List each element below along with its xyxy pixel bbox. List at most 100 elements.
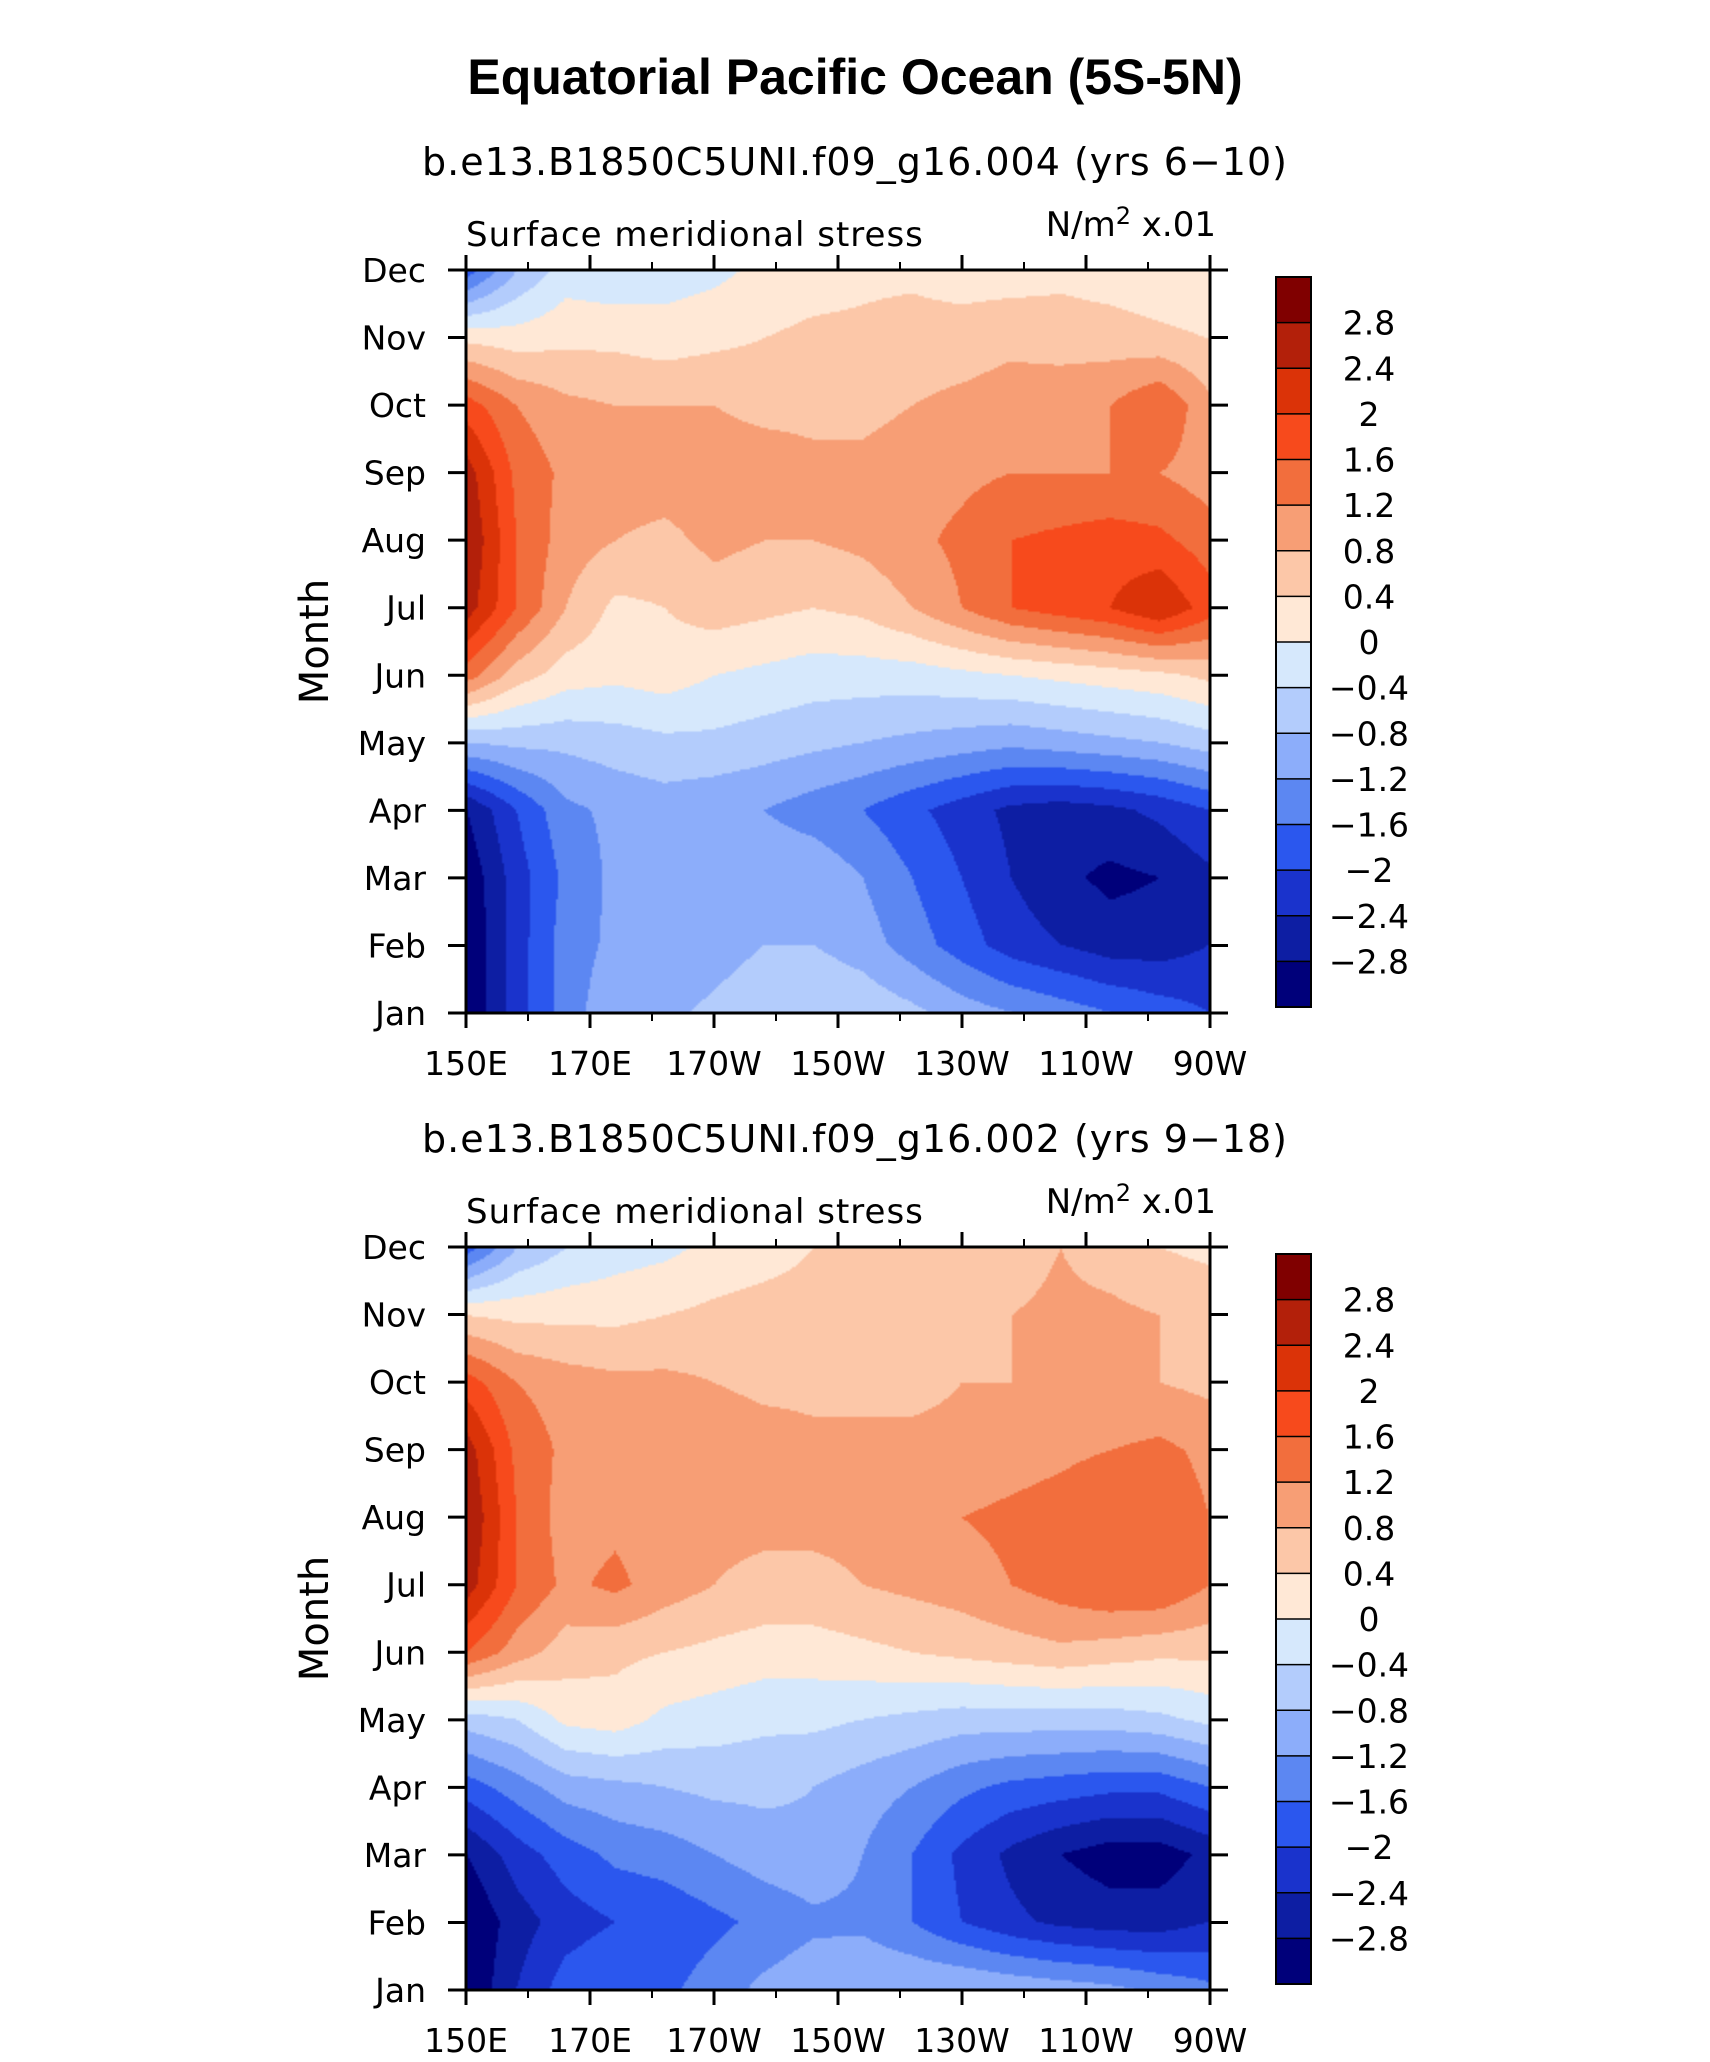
panel-2-variable-label: Surface meridional stress xyxy=(466,1192,924,1232)
panel-1-colorbar-bin xyxy=(1276,870,1311,917)
panel-2-colorbar-bin xyxy=(1276,1710,1311,1757)
panel-1-y-tick-label: Jul xyxy=(384,589,426,628)
panel-1-run-title: b.e13.B1850C5UNI.f09_g16.004 (yrs 6−10) xyxy=(422,140,1288,184)
panel-1-colorbar-label: −2.8 xyxy=(1329,942,1409,981)
panel-1-colorbar-label: 1.2 xyxy=(1343,486,1395,525)
panel-2-colorbar-label: 0.4 xyxy=(1343,1554,1395,1593)
panel-1-y-tick-label: Jun xyxy=(372,656,426,695)
panel-1-colorbar-label: 0.8 xyxy=(1343,532,1395,571)
panel-2-x-tick-label: 90W xyxy=(1173,2021,1248,2060)
panel-2-y-tick-label: May xyxy=(358,1701,426,1740)
panel-1-y-tick-label: Jan xyxy=(373,994,426,1033)
panel-1-colorbar-label: −1.6 xyxy=(1329,806,1409,845)
panel-2-y-axis-label: Month xyxy=(292,1556,338,1681)
panel-1-colorbar-bin xyxy=(1276,642,1311,689)
panel-2-y-tick-label: Apr xyxy=(369,1768,427,1807)
panel-1-variable-label: Surface meridional stress xyxy=(466,215,924,255)
panel-2-x-tick-label: 110W xyxy=(1038,2021,1134,2060)
panel-2-colorbar-label: 0.8 xyxy=(1343,1509,1395,1548)
panel-1-colorbar-label: −0.8 xyxy=(1329,714,1409,753)
panel-1-x-tick-label: 150W xyxy=(790,1044,886,1083)
panel-2-colorbar-bin xyxy=(1276,1938,1311,1985)
panel-1-colorbar-bin xyxy=(1276,915,1311,962)
panel-1-colorbar-bin xyxy=(1276,824,1311,871)
panel-2-x-tick-label: 150W xyxy=(790,2021,886,2060)
panel-2-colorbar-label: −2.4 xyxy=(1329,1874,1409,1913)
panel-1-colorbar-label: 0.4 xyxy=(1343,577,1395,616)
panel-2-y-tick-label: Dec xyxy=(362,1228,426,1267)
panel-2-units-label: N/m2 x.01 xyxy=(1046,1179,1216,1222)
panel-1-colorbar-bin xyxy=(1276,733,1311,780)
panel-2-y-tick-label: Jan xyxy=(373,1971,426,2010)
panel-1-y-tick-label: Aug xyxy=(362,521,426,560)
panel-2-colorbar-label: −0.8 xyxy=(1329,1691,1409,1730)
panel-2-y-tick-label: Oct xyxy=(369,1363,426,1402)
panel-2-colorbar-bin xyxy=(1276,1801,1311,1848)
panel-1-x-tick-label: 150E xyxy=(424,1044,508,1083)
panel-2-y-tick-label: Mar xyxy=(364,1836,427,1875)
panel-2-colorbar-bin xyxy=(1276,1527,1311,1574)
panel-2-y-tick-label: Jun xyxy=(372,1633,426,1672)
panel-2-y-tick-label: Nov xyxy=(362,1296,426,1335)
panel-1-colorbar-bin xyxy=(1276,687,1311,734)
panel-1-colorbar-frame xyxy=(1275,276,1312,1008)
panel-1-contour-field xyxy=(466,270,1210,1013)
panel-1-colorbar-bin xyxy=(1276,550,1311,597)
panel-2-colorbar-label: −2.8 xyxy=(1329,1919,1409,1958)
panel-1-x-tick-label: 170W xyxy=(666,1044,762,1083)
panel-1-x-tick-label: 90W xyxy=(1173,1044,1248,1083)
panel-1-units-label: N/m2 x.01 xyxy=(1046,202,1216,245)
panel-2-colorbar-frame xyxy=(1275,1253,1312,1985)
panel-2-chart: 150E 170E 170W 150W 130W 110W 90W Jan Feb Mar Apr M… xyxy=(292,1179,1409,2060)
panel-1-colorbar-label: −0.4 xyxy=(1329,669,1409,708)
panel-2-colorbar-bin xyxy=(1276,1664,1311,1711)
panel-2-colorbar-label: 1.2 xyxy=(1343,1463,1395,1502)
panel-2-colorbar-bin xyxy=(1276,1482,1311,1529)
panel-1-colorbar-label: 2.4 xyxy=(1343,349,1395,388)
panel-2-colorbar-bin xyxy=(1276,1619,1311,1666)
panel-1-colorbar-bin xyxy=(1276,277,1311,324)
panel-1-chart: 150E 170E 170W 150W 130W 110W 90W Jan Feb Mar Apr M… xyxy=(292,202,1409,1083)
panel-1-colorbar-label: 1.6 xyxy=(1343,441,1395,480)
panel-2-run-title: b.e13.B1850C5UNI.f09_g16.002 (yrs 9−18) xyxy=(422,1117,1288,1161)
panel-2-y-tick-label: Sep xyxy=(364,1431,426,1470)
panel-1-x-tick-label: 130W xyxy=(914,1044,1010,1083)
panel-1-colorbar-bin xyxy=(1276,368,1311,415)
panel-1-colorbar-label: 0 xyxy=(1359,623,1380,662)
panel-2-x-tick-label: 130W xyxy=(914,2021,1010,2060)
panel-1-y-tick-label: Feb xyxy=(368,926,426,965)
panel-1-y-tick-label: Sep xyxy=(364,454,426,493)
panel-1-y-axis-label: Month xyxy=(292,579,338,704)
panel-2-colorbar-bin xyxy=(1276,1892,1311,1939)
panel-1-colorbar-label: −1.2 xyxy=(1329,760,1409,799)
panel-2-y-tick-label: Aug xyxy=(362,1498,426,1537)
panel-2-colorbar-label: 2.8 xyxy=(1343,1281,1395,1320)
panel-2-x-tick-label: 170W xyxy=(666,2021,762,2060)
panel-1-y-tick-label: Nov xyxy=(362,319,426,358)
panel-2-colorbar-bin xyxy=(1276,1847,1311,1894)
panel-1-y-tick-label: Mar xyxy=(364,859,427,898)
panel-1-colorbar-bin xyxy=(1276,961,1311,1008)
panel-2-x-tick-label: 150E xyxy=(424,2021,508,2060)
panel-1-colorbar-bin xyxy=(1276,413,1311,460)
panel-1-y-tick-label: Oct xyxy=(369,386,426,425)
panel-2-colorbar-label: −1.6 xyxy=(1329,1783,1409,1822)
panel-2-colorbar-bin xyxy=(1276,1345,1311,1392)
panel-2-colorbar-bin xyxy=(1276,1299,1311,1346)
panel-1-colorbar-label: −2.4 xyxy=(1329,897,1409,936)
panel-1-y-tick-label: Dec xyxy=(362,251,426,290)
panel-1-colorbar-bin xyxy=(1276,778,1311,825)
panel-1-x-tick-label: 110W xyxy=(1038,1044,1134,1083)
panel-2-contour-field xyxy=(466,1247,1210,1990)
panel-2-x-tick-label: 170E xyxy=(548,2021,632,2060)
panel-2-colorbar-bin xyxy=(1276,1755,1311,1802)
panel-1-colorbar-bin xyxy=(1276,505,1311,552)
panel-2-colorbar-bin xyxy=(1276,1390,1311,1437)
panel-2-colorbar-label: 0 xyxy=(1359,1600,1380,1639)
panel-2-colorbar-label: −0.4 xyxy=(1329,1646,1409,1685)
panel-2-colorbar-label: 2.4 xyxy=(1343,1326,1395,1365)
panel-1-x-tick-label: 170E xyxy=(548,1044,632,1083)
panel-2-colorbar-bin xyxy=(1276,1573,1311,1620)
panel-1-y-tick-label: May xyxy=(358,724,426,763)
panel-2-y-tick-label: Jul xyxy=(384,1566,426,1605)
